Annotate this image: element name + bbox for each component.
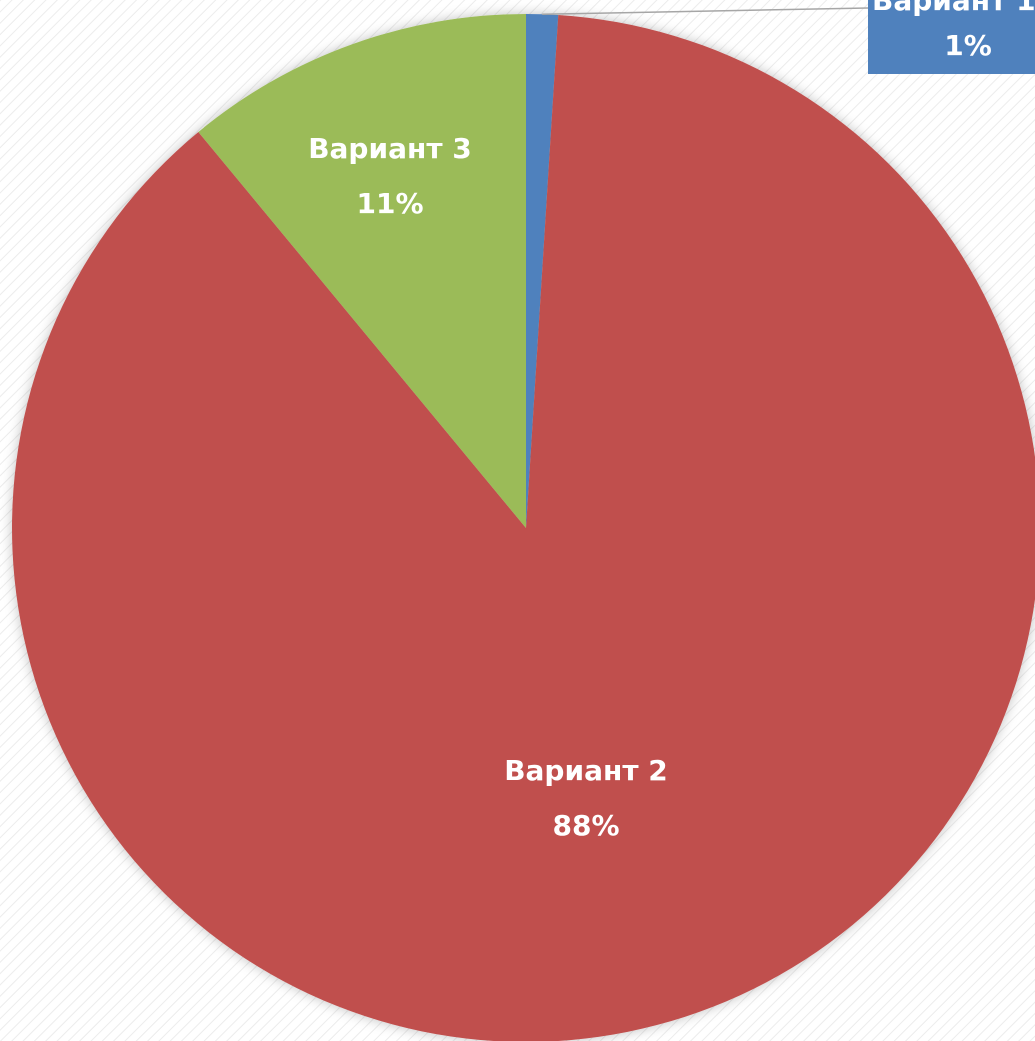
slice-value-label: 11% (356, 187, 423, 220)
slice-value-label: 88% (552, 809, 619, 842)
slice-value-label: 1% (944, 29, 992, 62)
slice-label: Вариант 1 (872, 0, 1035, 17)
pie (11, 14, 1035, 1041)
labels: Вариант 1 1% Вариант 2 88% Вариант 3 11% (308, 0, 1035, 842)
slice-label: Вариант 2 (504, 754, 668, 787)
pie-slice (198, 14, 526, 528)
leader-line (542, 7, 869, 16)
slice-label: Вариант 3 (308, 132, 472, 165)
label-box (868, 0, 1035, 74)
pie-slice (526, 14, 559, 528)
pie-slice (11, 15, 1035, 1041)
